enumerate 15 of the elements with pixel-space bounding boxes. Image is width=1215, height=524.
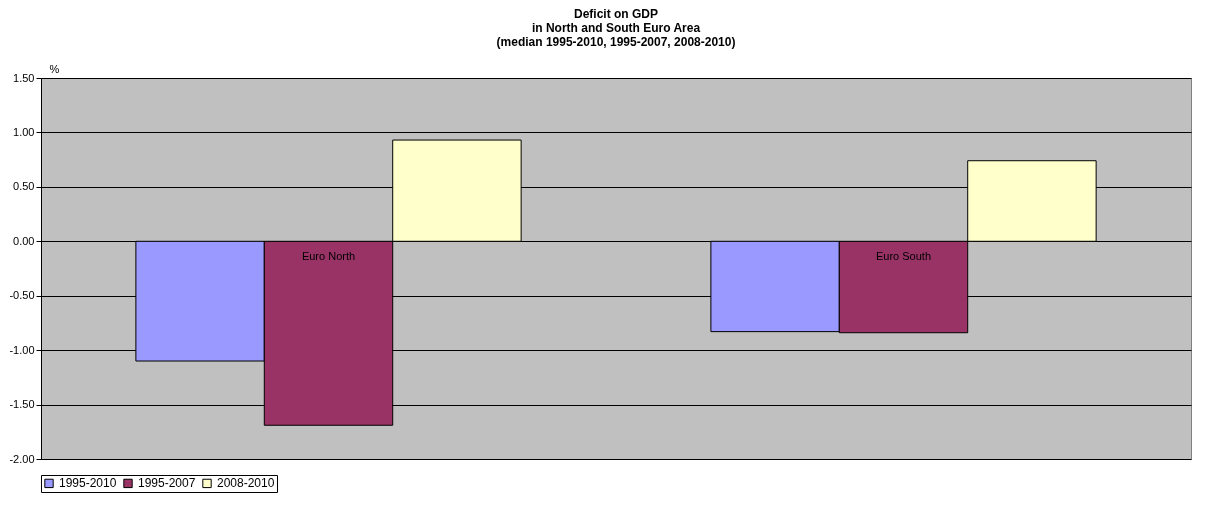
y-tick-label: 0.50: [13, 180, 35, 193]
y-axis-title: %: [49, 62, 60, 75]
legend-label: 1995-2010: [59, 476, 117, 491]
y-tick-label: -2.00: [9, 452, 35, 465]
x-tick-label: Euro South: [875, 250, 932, 263]
y-tick-label: -0.50: [9, 289, 35, 302]
y-tick-label: -1.50: [9, 398, 35, 411]
y-tick-label: 0.00: [13, 234, 35, 247]
y-tick-label: 1.50: [13, 71, 35, 84]
chart-title: Deficit on GDP in North and South Euro Area (median 1995-2010, 1995-2007, 2008-2010): [496, 7, 736, 49]
y-tick-label: -1.00: [9, 343, 35, 356]
x-tick-label: Euro North: [301, 250, 356, 263]
legend-label: 1995-2007: [138, 476, 196, 491]
y-tick-label: 1.00: [13, 125, 35, 138]
legend-label: 2008-2010: [217, 476, 275, 491]
